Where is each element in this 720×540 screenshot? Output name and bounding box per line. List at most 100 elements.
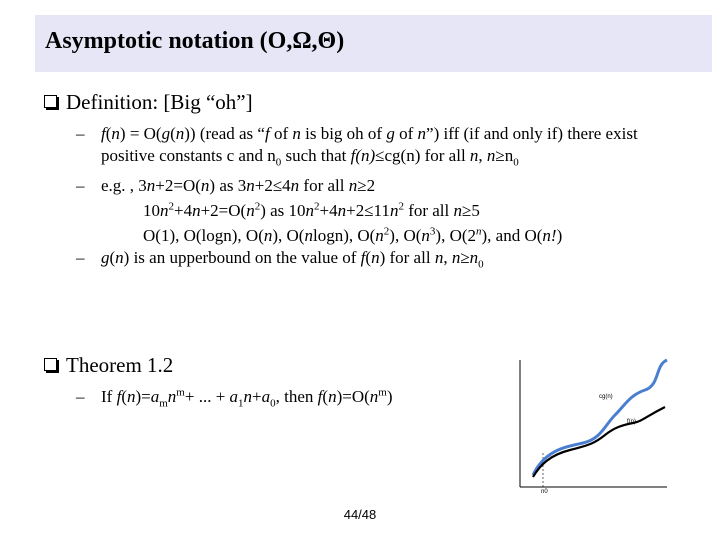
heading-text: Definition: [Big “oh”] [66,90,253,114]
text-run: , [478,146,487,165]
q-bullet [44,358,57,371]
text-line: O(1), O(logn), O(n), O(nlogn), O(n2), O(… [101,225,656,247]
text-run: ) as 10 [260,201,306,220]
dash-marker: – [76,124,85,143]
text-run: f [317,387,323,406]
bullet-item: – If f(n)=amnm+ ... + a1n+a0, then f(n)=O… [44,386,656,410]
text-run: ( [365,248,372,267]
text-run: ) [386,387,393,406]
text-run: a [150,387,160,406]
text-run: a [229,387,239,406]
text-run: ( [121,387,127,406]
text-run: ), O( [272,226,305,245]
text-run: ≥5 [462,201,480,220]
text-run: 2 [314,200,320,213]
text-run: n [369,387,379,406]
text-run: n [348,176,358,195]
text-run: n [305,201,315,220]
text-run: f(n) [350,146,376,165]
text-run: +2=O( [155,176,201,195]
bullet-item: – g(n) is an upperbound on the value of f… [44,247,656,270]
text-run: ( [170,124,176,143]
cg-label: cg(n) [599,394,613,400]
text-run: for all [299,176,349,195]
f-label: f(n) [627,419,636,425]
text-run: n [304,226,313,245]
text-run: ) is an upperbound on the value of [123,248,361,267]
text-run: such that [281,146,351,165]
text-run: +4 [174,201,193,220]
text-run: , [443,248,452,267]
text-run: g [161,124,171,143]
text-run: +2=O( [200,201,247,220]
text-run: of [269,124,293,143]
text-run: O(1), O(logn), O( [143,226,264,245]
section: Theorem 1.2– If f(n)=amnm+ ... + a1n+a0, … [44,353,684,410]
text-run: ), O(2 [435,226,477,245]
text-run: n [246,201,255,220]
text-run: n [476,225,482,238]
text-run: n [126,387,136,406]
text-run: n [417,124,427,143]
section-heading: Theorem 1.2 [44,353,684,378]
text-run: n [263,226,273,245]
text-run: , then [275,387,318,406]
text-run: ) = O( [119,124,162,143]
text-run: )) (read as “ [184,124,265,143]
text-run: n [200,176,210,195]
n0-label: n0 [541,489,548,495]
text-run: f [101,124,106,143]
heading-text: Theorem 1.2 [66,353,174,377]
text-run: n [175,124,185,143]
text-run: n [115,248,124,267]
text-run: n [469,146,479,165]
text-run: n [451,248,461,267]
text-run: ) for all [379,248,435,267]
text-run: n [160,201,169,220]
slide-title: Asymptotic notation (O,Ω,Θ) [45,28,345,54]
text-run: n [337,201,347,220]
text-run: of [394,124,418,143]
text-run: + ... + [184,387,230,406]
bullet-item: – f(n) = O(g(n)) (read as “f of n is big … [44,123,656,168]
text-run: f [360,248,366,267]
text-run: ≥ [460,248,470,267]
text-run: g [386,124,395,143]
text-line: If f(n)=amnm+ ... + a1n+a0, then f(n)=O(… [101,386,656,410]
section: Definition: [Big “oh”] – f(n) = O(g(n)) (r… [44,90,684,270]
text-run: ( [105,124,112,143]
text-run: m [159,397,168,410]
text-line: g(n) is an upperbound on the value of f(… [101,247,656,270]
text-run: n [375,226,384,245]
text-run: +2≤11 [346,201,390,220]
text-run: for all [403,201,454,220]
cg-curve [531,358,668,476]
text-run: + [252,387,262,406]
section-heading: Definition: [Big “oh”] [44,90,684,115]
text-run: ) [556,226,563,245]
text-run: If [101,387,117,406]
text-run: a [261,387,271,406]
text-run: n [486,146,496,165]
text-run: 2 [168,200,175,213]
text-run: g [101,248,110,267]
text-run: n [469,248,479,267]
text-run: n [246,176,255,195]
text-run: ) as 3 [209,176,247,195]
text-run: n [371,248,380,267]
text-run: 1 [238,397,244,410]
text-run: n [434,248,444,267]
text-run: ≤cg(n) for all [375,146,470,165]
text-run: +4 [319,201,338,220]
text-run: f [116,387,122,406]
text-run: n [146,176,156,195]
text-line: f(n) = O(g(n)) (read as “f of n is big o… [101,123,656,168]
text-run: n! [542,226,557,245]
q-bullet [44,95,57,108]
text-run: n [292,124,301,143]
text-run: n [243,387,253,406]
text-run: ”) iff (if and only if) there exist posi… [101,124,638,165]
text-run: f [264,124,270,143]
text-run: 10 [143,201,160,220]
text-run: logn), O( [312,226,376,245]
